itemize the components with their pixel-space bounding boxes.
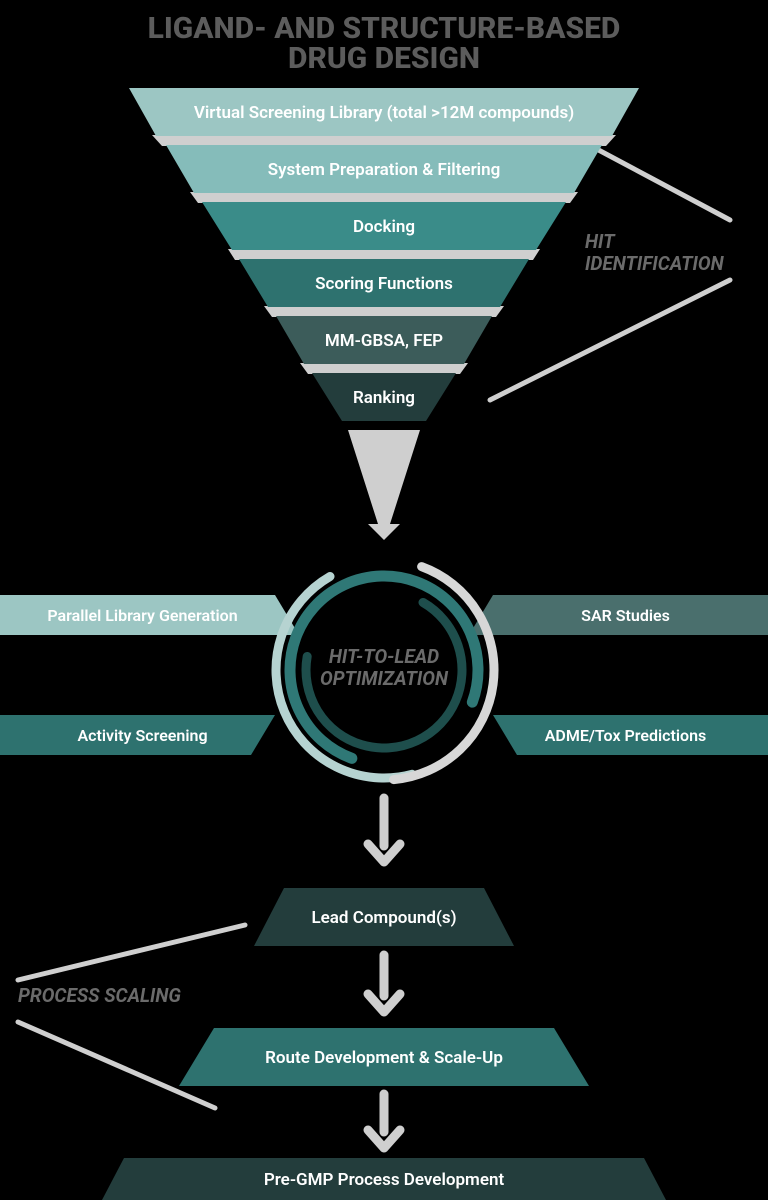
funnel-label: System Preparation & Filtering: [268, 160, 501, 180]
side-box-label: Parallel Library Generation: [47, 606, 237, 625]
funnel-spacer: [190, 192, 578, 203]
funnel-spacer: [264, 306, 504, 317]
side-box-label: Activity Screening: [77, 726, 207, 745]
funnel-label: Ranking: [353, 388, 415, 408]
section-label: OPTIMIZATION: [320, 667, 449, 690]
side-box-label: SAR Studies: [581, 606, 670, 625]
funnel-label: MM-GBSA, FEP: [325, 331, 443, 351]
bottom-stack-label: Lead Compound(s): [311, 908, 456, 928]
funnel-label: Docking: [353, 217, 415, 237]
funnel-label: Virtual Screening Library (total >12M co…: [194, 103, 574, 123]
funnel-spacer: [152, 135, 616, 146]
bottom-stack-label: Pre-GMP Process Development: [264, 1170, 505, 1190]
side-box-label: ADME/Tox Predictions: [545, 726, 707, 745]
funnel-spacer: [300, 363, 468, 374]
bottom-stack-label: Route Development & Scale-Up: [265, 1048, 503, 1068]
section-label: PROCESS SCALING: [18, 984, 181, 1007]
section-label: HIT: [585, 230, 616, 253]
section-label: HIT-TO-LEAD: [329, 645, 439, 668]
section-label: IDENTIFICATION: [585, 252, 725, 275]
funnel-label: Scoring Functions: [315, 274, 453, 294]
funnel-spacer: [228, 249, 540, 260]
title-line2: DRUG DESIGN: [288, 41, 480, 76]
